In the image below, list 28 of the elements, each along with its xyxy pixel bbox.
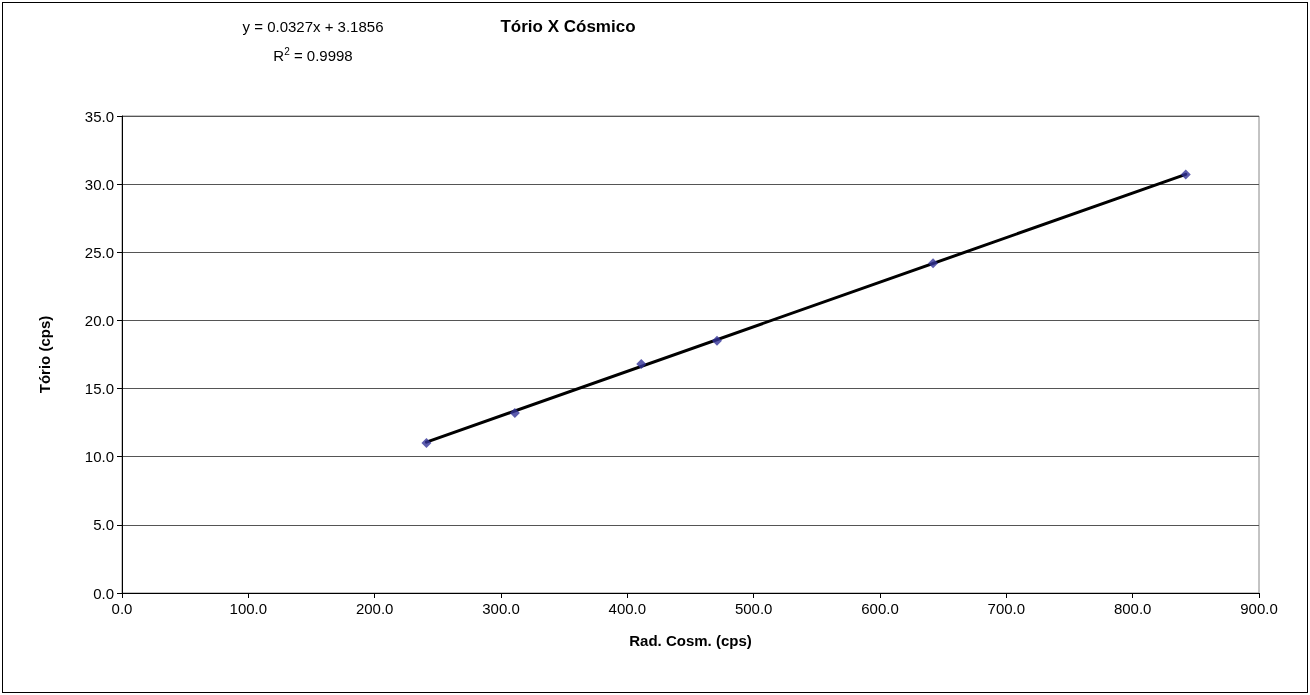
y-axis-title: Tório (cps) <box>36 315 53 394</box>
x-tick-label: 700.0 <box>987 600 1026 617</box>
x-axis-title: Rad. Cosm. (cps) <box>629 632 752 649</box>
x-tick-label: 900.0 <box>1240 600 1278 617</box>
x-tick-label: 100.0 <box>229 600 268 617</box>
y-tick-label: 0.0 <box>93 584 114 602</box>
y-tick-label: 35.0 <box>84 107 114 125</box>
x-tick-label: 200.0 <box>355 600 394 617</box>
point <box>712 335 723 346</box>
x-tick-label: 400.0 <box>608 600 647 617</box>
y-tick-label: 15.0 <box>84 380 114 398</box>
x-tick-label: 600.0 <box>861 600 899 617</box>
x-tick-label: 500.0 <box>734 600 773 617</box>
point <box>421 438 432 449</box>
x-tick-label: 300.0 <box>482 600 520 617</box>
chart-title: Tório X Cósmico <box>500 17 636 36</box>
point <box>1180 169 1191 180</box>
y-tick-label: 30.0 <box>84 175 114 193</box>
x-tick-label: 0.0 <box>111 600 133 617</box>
y-tick-label: 20.0 <box>84 311 114 329</box>
point <box>636 359 647 370</box>
y-tick-label: 25.0 <box>84 243 114 261</box>
y-tick-label: 5.0 <box>93 516 114 534</box>
x-tick-label: 800.0 <box>1113 600 1152 617</box>
text: y = 0.0327x + 3.1856 <box>242 18 384 35</box>
point <box>928 258 939 269</box>
point <box>509 408 520 419</box>
y-tick-label: 10.0 <box>84 448 114 466</box>
